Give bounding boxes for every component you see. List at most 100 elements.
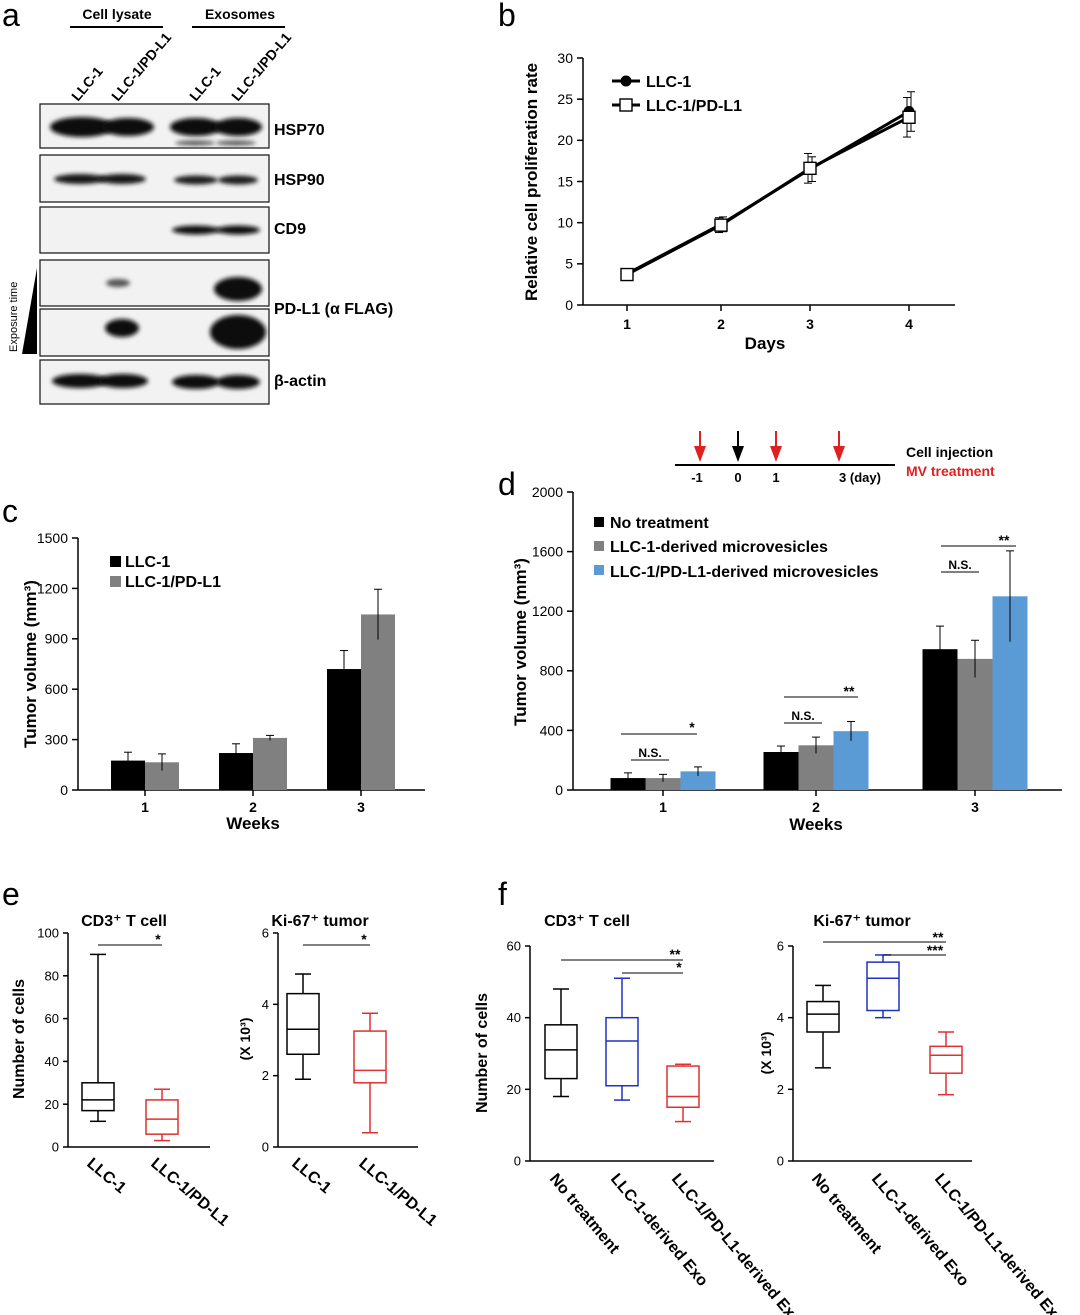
series-line-llc1-pdl1 — [626, 115, 910, 276]
series-line-llc1 — [626, 110, 910, 276]
x-tick-label: 1 — [623, 316, 631, 332]
y-tick-label: 4 — [262, 997, 269, 1012]
chart-d-xlabel: Weeks — [789, 815, 843, 834]
chart-c-ylabel: Tumor volume (mm³) — [21, 580, 40, 748]
y-tick-label: 100 — [37, 926, 59, 941]
lane-label: LLC-1 — [68, 63, 106, 104]
y-tick-label: 600 — [45, 681, 69, 697]
bar — [253, 737, 287, 790]
y-tick-label: 20 — [45, 1097, 59, 1112]
bar — [763, 752, 799, 790]
y-tick-label: 20 — [507, 1082, 521, 1097]
sig-label: ** — [999, 532, 1010, 548]
sig-label: N.S. — [638, 746, 661, 760]
sig-label: N.S. — [791, 709, 814, 723]
sig-label: * — [361, 931, 367, 947]
arrow-red — [833, 431, 845, 462]
y-tick-label: 0 — [565, 297, 573, 313]
y-tick-label: 6 — [262, 926, 269, 941]
timeline-legend-mv-treatment: MV treatment — [906, 463, 995, 479]
box — [81, 1082, 115, 1112]
y-tick-label: 30 — [557, 50, 573, 66]
chart-d-ylabel: Tumor volume (mm³) — [511, 558, 530, 726]
chart-e2: Ki-67⁺ tumor (X 10³) 0 2 4 6 LLC-1 LLC-1/PD-L… — [237, 913, 440, 1230]
box — [145, 1099, 179, 1135]
y-tick-label: 900 — [45, 631, 69, 647]
panel-label-d: d — [498, 466, 516, 502]
chart-d: Tumor volume (mm³) Weeks 0 400 800 1200 1600… — [511, 484, 1062, 834]
y-tick-label: 25 — [557, 91, 573, 107]
chart-f1-title: CD3⁺ T cell — [544, 913, 630, 930]
chart-c-xlabel: Weeks — [226, 814, 280, 833]
legend-marker-llc1 — [620, 75, 632, 87]
chart-e2-ylabel: (X 10³) — [237, 1018, 253, 1061]
legend-marker-pdl1 — [619, 98, 633, 112]
box — [806, 1000, 840, 1033]
y-tick-label: 20 — [557, 132, 573, 148]
y-tick-label: 0 — [52, 1140, 59, 1155]
y-tick-label: 60 — [45, 1011, 59, 1026]
sig-label: *** — [927, 942, 944, 958]
legend-swatch — [594, 565, 604, 575]
chart-f2-ylabel: (X 10³) — [758, 1032, 774, 1075]
y-tick-label: 60 — [507, 939, 521, 954]
x-tick-label: 3 — [357, 799, 365, 815]
y-tick-label: 1500 — [37, 530, 68, 546]
y-tick-label: 800 — [540, 663, 564, 679]
bar — [957, 658, 993, 790]
data-point — [620, 267, 634, 282]
box — [286, 992, 320, 1056]
chart-f1-ylabel: Number of cells — [474, 993, 491, 1113]
legend-swatch — [594, 541, 604, 551]
chart-e1: CD3⁺ T cell Number of cells 0 20 40 60 80 100… — [11, 913, 232, 1230]
y-tick-label: 2000 — [532, 484, 563, 500]
arrow-red — [694, 431, 706, 462]
chart-b-ylabel: Relative cell proliferation rate — [522, 63, 541, 301]
y-tick-label: 80 — [45, 968, 59, 983]
x-tick-label: 3 — [806, 316, 814, 332]
y-tick-label: 1200 — [37, 580, 68, 596]
y-tick-label: 40 — [45, 1054, 59, 1069]
panel-label-e: e — [2, 876, 20, 912]
y-tick-label: 400 — [540, 722, 564, 738]
bar — [645, 778, 681, 790]
lane-label: LLC-1/PD-L1 — [108, 29, 174, 104]
x-tick-label: LLC-1/PD-L1-derived Exo — [931, 1171, 1068, 1315]
y-tick-label: 15 — [557, 173, 573, 189]
y-tick-label: 2 — [777, 1082, 784, 1097]
x-tick-label: 2 — [249, 799, 257, 815]
box — [666, 1065, 700, 1108]
x-tick-label: LLC-1/PD-L1 — [355, 1155, 440, 1230]
timeline-tick: 1 — [772, 470, 779, 485]
y-tick-label: 0 — [555, 782, 563, 798]
chart-d-legend-1: LLC-1-derived microvesicles — [610, 539, 828, 556]
x-tick-label: LLC-1/PD-L1-derived Exo — [668, 1171, 805, 1315]
lane-label: LLC-1/PD-L1 — [228, 29, 294, 104]
band-label-hsp70: HSP70 — [274, 122, 325, 139]
bar — [680, 771, 716, 790]
chart-c-legend-llc1: LLC-1 — [125, 554, 170, 571]
chart-d-legend-2: LLC-1/PD-L1-derived microvesicles — [610, 564, 879, 581]
y-tick-label: 4 — [777, 1010, 784, 1025]
x-tick-label: LLC-1 — [83, 1155, 129, 1197]
x-tick-label: 3 — [971, 799, 979, 815]
data-point — [714, 218, 728, 232]
y-tick-label: 1200 — [532, 603, 563, 619]
sig-label: * — [689, 719, 695, 735]
lane-label: LLC-1 — [186, 63, 224, 104]
chart-f2-title: Ki-67⁺ tumor — [813, 913, 910, 930]
chart-c-legend-pdl1: LLC-1/PD-L1 — [125, 574, 221, 591]
band-label-hsp90: HSP90 — [274, 172, 325, 189]
y-tick-label: 40 — [507, 1010, 521, 1025]
panel-label-b: b — [498, 0, 516, 33]
box — [544, 1024, 578, 1080]
y-tick-label: 0 — [777, 1154, 784, 1169]
x-tick-label: 1 — [659, 799, 667, 815]
legend-swatch — [110, 556, 121, 567]
bar — [833, 731, 869, 790]
group-label-lysate: Cell lysate — [82, 6, 151, 22]
x-tick-label: LLC-1 — [288, 1155, 334, 1197]
chart-b: Relative cell proliferation rate Days 0 5… — [522, 50, 955, 353]
x-tick-label: 1 — [141, 799, 149, 815]
